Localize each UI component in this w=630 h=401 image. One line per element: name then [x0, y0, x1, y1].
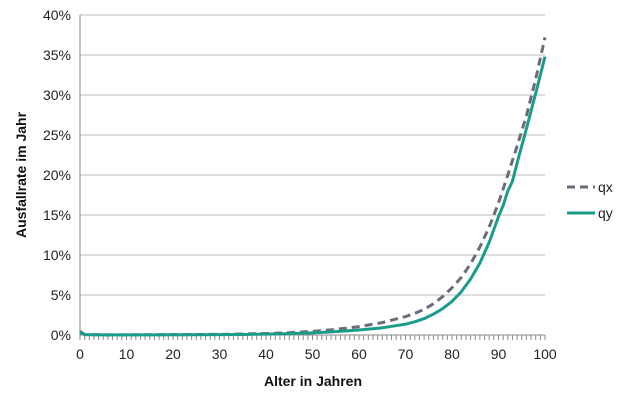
- y-tick-label: 15%: [43, 207, 71, 223]
- legend: qx qy: [567, 179, 613, 221]
- series-lines: [79, 37, 547, 337]
- legend-label-qx: qx: [598, 179, 613, 195]
- x-tick-label: 20: [165, 346, 181, 362]
- y-axis-title: Ausfallrate im Jahr: [13, 111, 29, 238]
- x-tick-label: 100: [533, 346, 557, 362]
- x-tick-label: 80: [444, 346, 460, 362]
- legend-label-qy: qy: [598, 205, 613, 221]
- axes: [79, 15, 546, 340]
- x-tick-label: 40: [258, 346, 274, 362]
- x-axis-title: Alter in Jahren: [264, 373, 362, 389]
- y-tick-label: 25%: [43, 127, 71, 143]
- x-tick-label: 0: [76, 346, 84, 362]
- y-tick-label: 5%: [51, 287, 71, 303]
- y-tick-label: 20%: [43, 167, 71, 183]
- x-tick-label: 10: [119, 346, 135, 362]
- x-tick-label: 70: [398, 346, 414, 362]
- y-tick-label: 10%: [43, 247, 71, 263]
- x-tick-label: 90: [491, 346, 507, 362]
- gridlines: [80, 14, 545, 296]
- x-tick-label: 60: [351, 346, 367, 362]
- series-line-qy: [79, 56, 547, 337]
- y-tick-label: 35%: [43, 47, 71, 63]
- x-tick-label: 30: [212, 346, 228, 362]
- y-tick-label: 0%: [51, 327, 71, 343]
- y-tick-labels: 0% 5% 10% 15% 20% 25% 30% 35% 40%: [43, 7, 71, 343]
- y-tick-label: 30%: [43, 87, 71, 103]
- series-line-qx: [79, 37, 547, 337]
- x-tick-label: 50: [305, 346, 321, 362]
- x-tick-labels: 0 10 20 30 40 50 60 70 80 90 100: [76, 346, 557, 362]
- y-tick-label: 40%: [43, 7, 71, 23]
